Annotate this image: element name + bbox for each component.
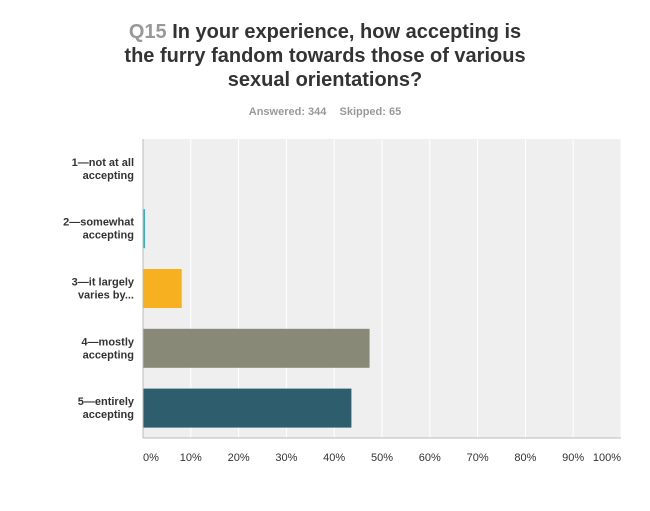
category-label-3: 3—it largely varies by... bbox=[72, 277, 135, 302]
title-line-3: sexual orientations? bbox=[227, 69, 423, 91]
bar-4 bbox=[143, 328, 370, 368]
category-label-line: accepting bbox=[83, 349, 134, 361]
x-tick-label: 90% bbox=[562, 452, 584, 464]
bars bbox=[143, 209, 370, 428]
bar-3 bbox=[143, 269, 182, 308]
x-tick-label: 0% bbox=[143, 452, 159, 464]
bar-2 bbox=[143, 209, 145, 249]
x-tick-label: 30% bbox=[275, 452, 297, 464]
category-label-line: 3—it largely bbox=[72, 277, 135, 289]
category-label-line: varies by... bbox=[78, 290, 134, 302]
category-label-2: 2—somewhat accepting bbox=[63, 217, 134, 242]
gridlines bbox=[190, 139, 622, 438]
category-label-line: 4—mostly bbox=[81, 336, 134, 348]
category-label-1: 1—not at all accepting bbox=[72, 157, 134, 182]
category-label-line: accepting bbox=[83, 170, 134, 182]
x-tick-label: 40% bbox=[323, 452, 345, 464]
x-tick-labels: 0% 10% 20% 30% 40% 50% 60% 70% 80% 90% 100% bbox=[143, 452, 621, 464]
category-label-line: accepting bbox=[83, 409, 134, 421]
response-summary: Answered: 344 Skipped: 65 bbox=[0, 106, 650, 118]
x-tick-label: 60% bbox=[419, 452, 441, 464]
bar-5 bbox=[143, 388, 352, 428]
x-tick-label: 70% bbox=[467, 452, 489, 464]
answered-count: Answered: 344 bbox=[248, 106, 327, 118]
x-tick-label: 100% bbox=[593, 452, 621, 464]
x-tick-label: 80% bbox=[514, 452, 536, 464]
title-line-1: Q15 In your experience, how accepting is bbox=[0, 20, 650, 44]
title-line-2: the furry fandom towards those of variou… bbox=[124, 45, 526, 67]
question-number: Q15 bbox=[128, 21, 167, 43]
category-label-4: 4—mostly accepting bbox=[81, 336, 134, 361]
title-text-1: In your experience, how accepting is bbox=[172, 21, 522, 43]
x-tick-label: 10% bbox=[180, 452, 202, 464]
category-label-line: 2—somewhat bbox=[63, 217, 134, 229]
category-label-line: 1—not at all bbox=[72, 157, 134, 169]
chart-title: Q15 In your experience, how accepting is… bbox=[0, 20, 650, 92]
category-label-line: 5—entirely bbox=[78, 396, 135, 408]
x-tick-label: 50% bbox=[371, 452, 393, 464]
category-label-5: 5—entirely accepting bbox=[78, 396, 135, 421]
category-label-line: accepting bbox=[83, 230, 134, 242]
x-tick-label: 20% bbox=[228, 452, 250, 464]
skipped-count: Skipped: 65 bbox=[339, 106, 402, 118]
